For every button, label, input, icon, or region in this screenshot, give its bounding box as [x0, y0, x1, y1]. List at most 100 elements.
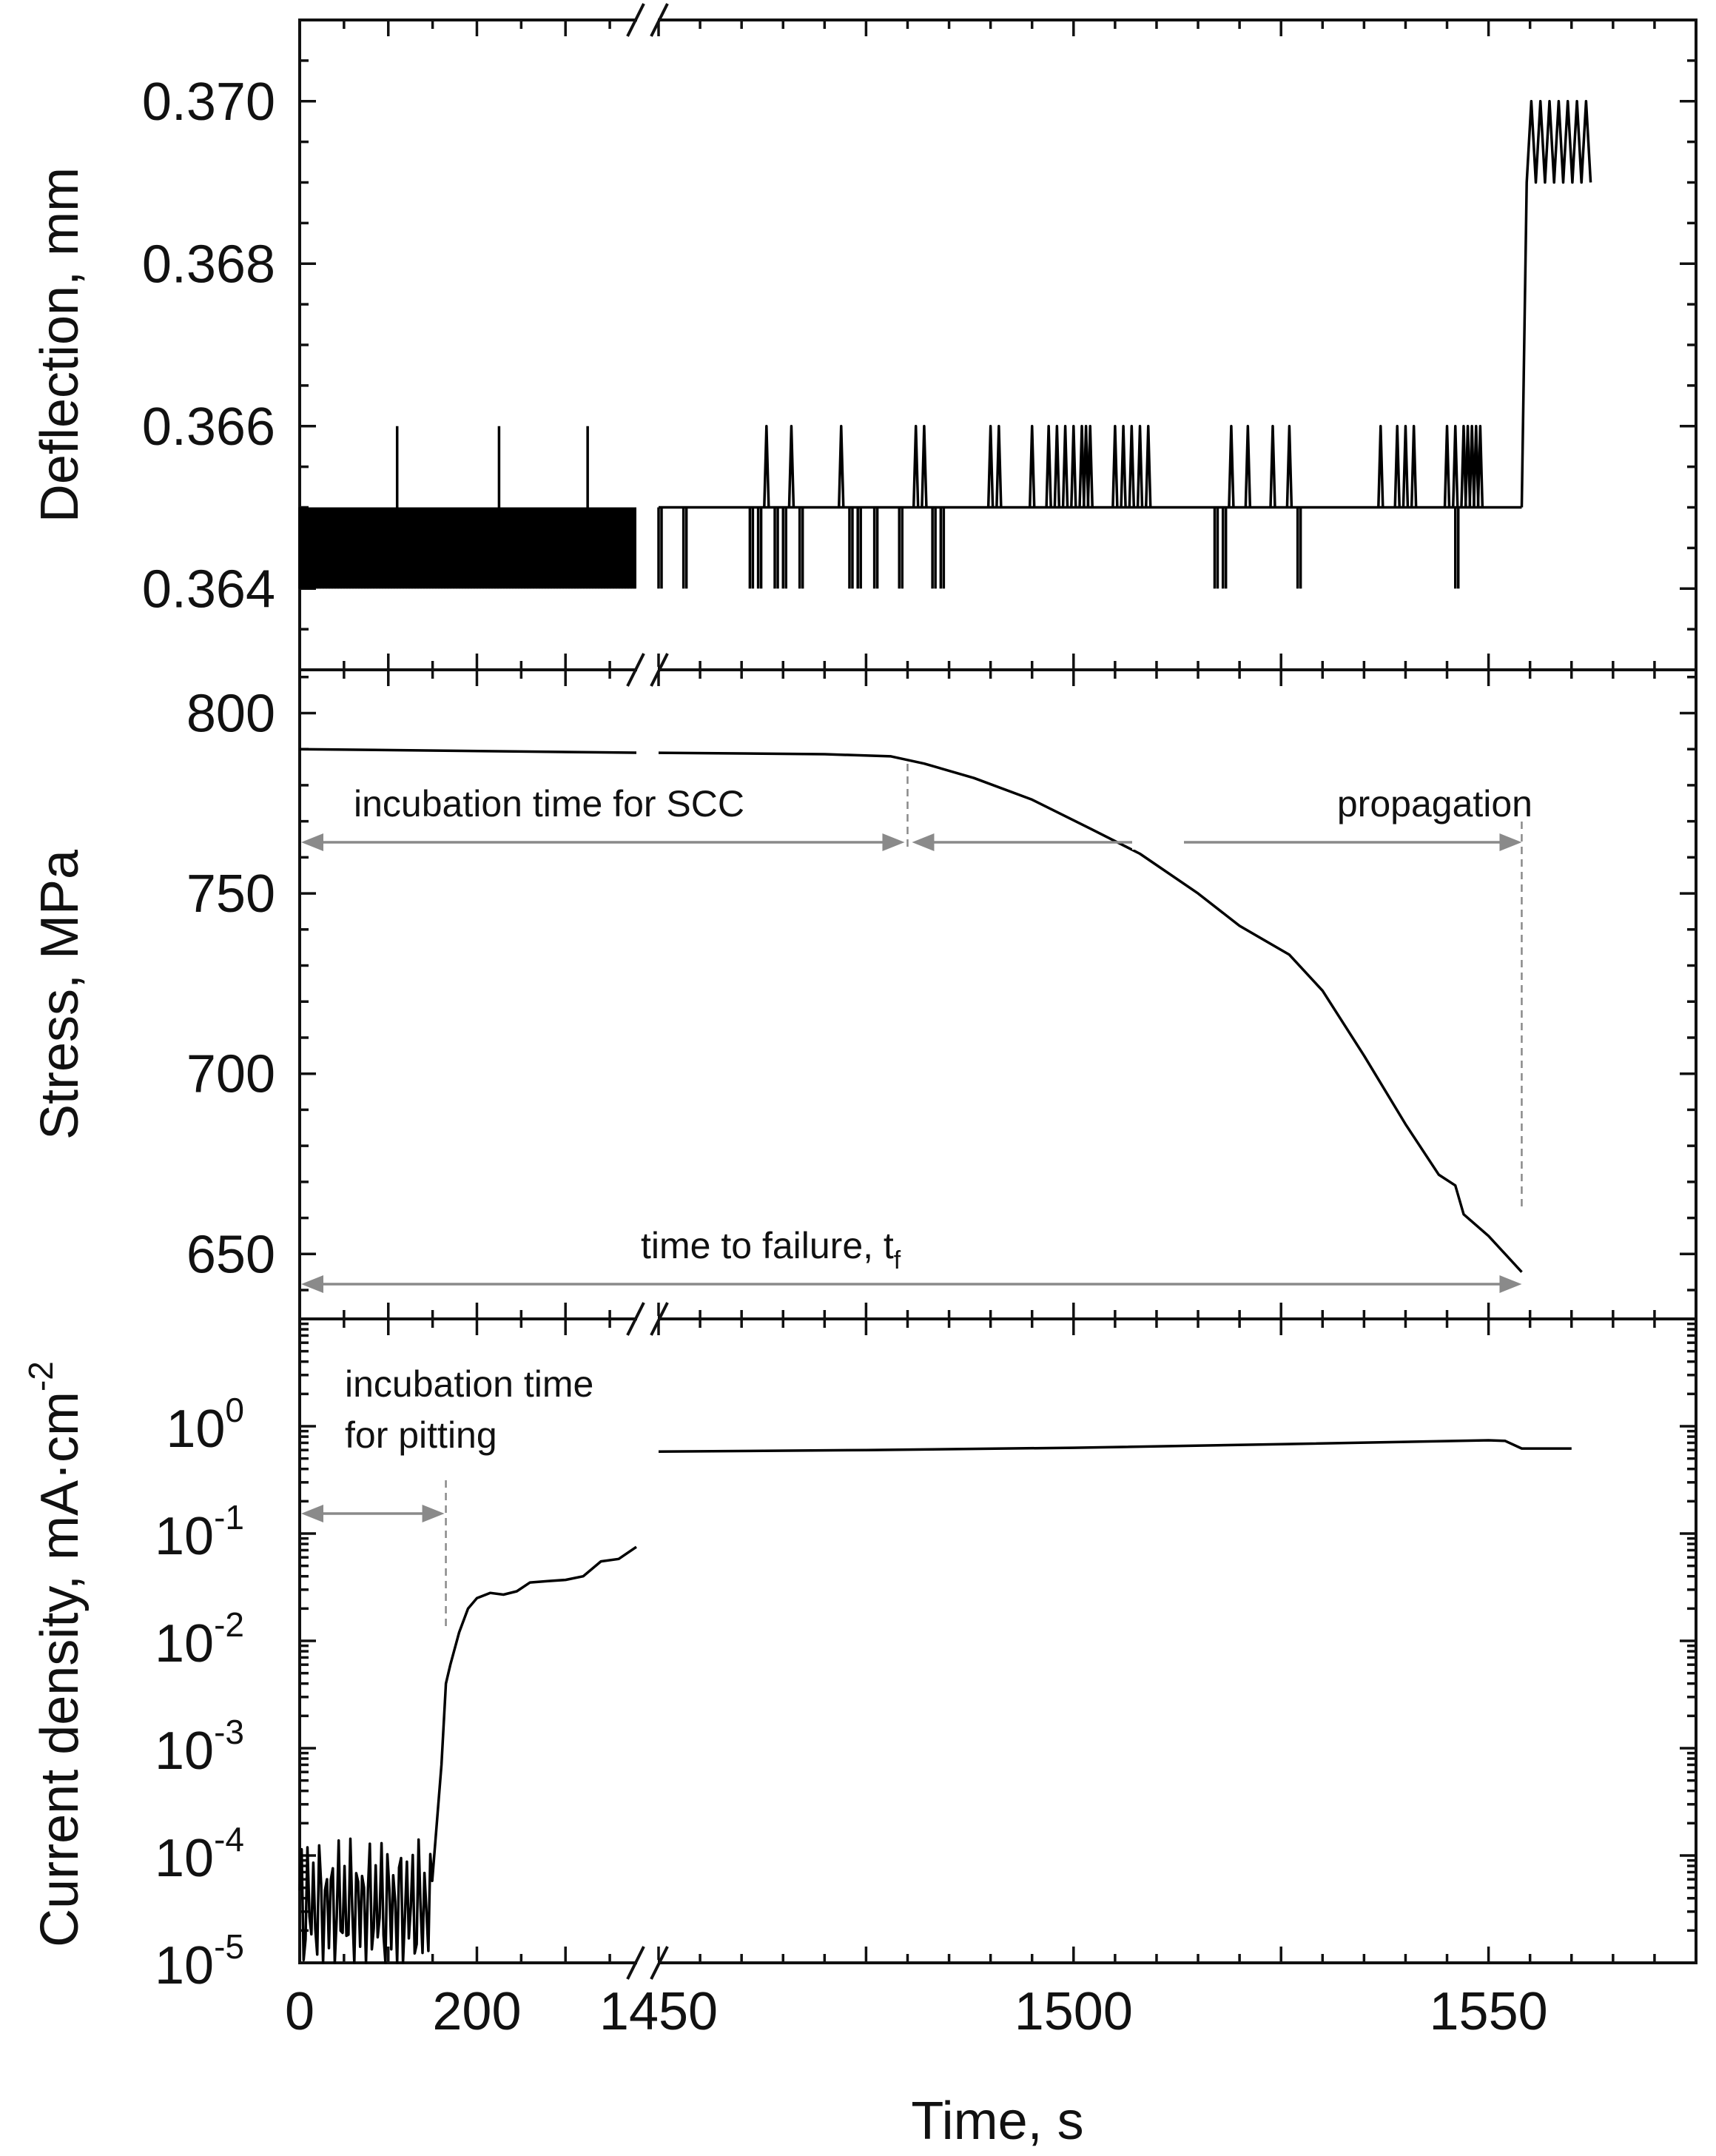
deflection-spike-down — [939, 507, 946, 589]
deflection-y-tick-label: 0.366 — [142, 397, 275, 457]
incubation-scc-arrow-head-left — [301, 833, 323, 851]
deflection-spike-up — [1070, 425, 1077, 508]
current-y-tick-label: 10-2 — [155, 1605, 244, 1673]
deflection-spike-down — [773, 507, 779, 589]
deflection-spike-down — [931, 507, 937, 589]
current-y-tick-exp: -1 — [214, 1498, 244, 1537]
deflection-spike-down — [756, 507, 763, 589]
deflection-spike-down — [848, 507, 854, 589]
axis-break-mark — [626, 1302, 645, 1336]
deflection-spike-down — [898, 507, 904, 589]
x-tick-label-0: 0 — [285, 1982, 314, 2041]
deflection-y-tick-label: 0.364 — [142, 560, 275, 619]
current-y-tick-base: 10 — [155, 1936, 214, 1995]
current-y-tick-label: 10-5 — [155, 1927, 244, 1995]
propagation-arrow-head-right — [1499, 833, 1522, 851]
deflection-spike-up — [787, 425, 795, 508]
deflection-y-tick-label: 0.368 — [142, 235, 275, 294]
deflection-spike-up — [1451, 425, 1459, 508]
deflection-spike-up — [1443, 425, 1451, 508]
deflection-spike-up — [912, 425, 920, 508]
deflection-spike-up — [1128, 425, 1136, 508]
deflection-step — [1520, 100, 1592, 508]
incubation-scc-arrow-head-right — [882, 833, 905, 851]
stress-y-tick-label: 800 — [186, 684, 275, 743]
x-axis-label: Time, s — [911, 2092, 1083, 2151]
current-y-axis-label-text: Current density, mA·cm — [30, 1391, 90, 1947]
deflection-spike-up — [838, 425, 845, 508]
time-to-failure-subscript: f — [894, 1246, 901, 1275]
x-tick-label-200: 200 — [432, 1982, 521, 2041]
axis-break-gap — [637, 17, 658, 23]
deflection-series-seg1 — [298, 507, 636, 589]
time-to-failure-text: time to failure, t — [641, 1225, 894, 1266]
axis-break-gap — [637, 1316, 658, 1322]
propagation-label: propagation — [1337, 783, 1532, 825]
axis-break-mark — [650, 1302, 669, 1336]
axis-break-gap — [637, 1960, 658, 1966]
deflection-spike-down — [1296, 507, 1302, 589]
deflection-spike-up — [1086, 425, 1094, 508]
stress-y-tick-label: 700 — [186, 1045, 275, 1104]
deflection-spike-down — [798, 507, 804, 589]
deflection-spike-up — [921, 425, 928, 508]
deflection-spike-up — [986, 425, 995, 508]
deflection-y-tick-label: 0.370 — [142, 73, 275, 132]
axis-break-mark — [626, 3, 645, 37]
deflection-spike-up — [1053, 425, 1061, 508]
deflection-spike-up — [1269, 425, 1276, 508]
current-y-tick-base: 10 — [166, 1400, 225, 1459]
deflection-y-axis-label: Deflection, mm — [30, 167, 90, 523]
propagation-arrow-head-left — [912, 833, 935, 851]
deflection-spike-down — [872, 507, 879, 589]
axis-break-mark — [650, 653, 669, 687]
propagation-gap — [1132, 835, 1184, 850]
current-y-tick-exp: -5 — [214, 1927, 244, 1966]
current-y-tick-base: 10 — [155, 1507, 214, 1566]
current-y-tick-label: 10-3 — [155, 1713, 244, 1781]
deflection-spike-up — [1028, 425, 1036, 508]
annotations: incubation time for SCC propagation time t… — [301, 764, 1532, 1628]
deflection-spike-up — [1476, 425, 1484, 508]
incubation-pitting-arrow-head-left — [301, 1505, 323, 1522]
current-y-tick-base: 10 — [155, 1722, 214, 1781]
current-y-tick-base: 10 — [155, 1829, 214, 1888]
deflection-spike-up — [1244, 425, 1252, 508]
axis-break-mark — [626, 1946, 645, 1980]
deflection-spike-up — [1285, 425, 1293, 508]
deflection-spike-up — [995, 425, 1003, 508]
deflection-spike-down — [781, 507, 787, 589]
deflection-spike-up — [763, 425, 770, 508]
current-y-tick-exp: -4 — [214, 1820, 244, 1858]
deflection-spike-down — [657, 507, 663, 589]
deflection-spike-up — [1393, 425, 1401, 508]
x-tick-label-1550: 1550 — [1430, 1982, 1548, 2041]
x-tick-label-1450: 1450 — [599, 1982, 718, 2041]
incubation-pitting-label-line1: incubation time — [345, 1363, 593, 1405]
current-y-tick-label: 100 — [166, 1391, 244, 1459]
axis-break-gap — [637, 667, 658, 673]
deflection-spike-up — [1061, 425, 1069, 508]
axis-breaks — [626, 3, 669, 1980]
deflection-spike-down — [856, 507, 862, 589]
axis-break-mark — [650, 1946, 669, 1980]
deflection-spike-up — [1136, 425, 1144, 508]
labels: 0 200 1450 1500 1550 Time, s 0.364 0.366 0.368 0.… — [21, 73, 1548, 2151]
deflection-spike-down — [1213, 507, 1219, 589]
plot-series — [298, 100, 1592, 1964]
current-y-tick-base: 10 — [155, 1614, 214, 1673]
current-series-seg2 — [658, 1439, 1572, 1454]
deflection-spike-down — [1453, 507, 1460, 589]
current-y-tick-label: 10-1 — [155, 1498, 244, 1566]
deflection-spike-down — [682, 507, 688, 589]
current-y-tick-exp: -2 — [214, 1605, 244, 1644]
deflection-spike-up — [1144, 425, 1152, 508]
deflection-spike-up — [1402, 425, 1410, 508]
current-y-axis-label: Current density, mA·cm-2 — [21, 1361, 90, 1947]
deflection-spike-up — [1377, 425, 1384, 508]
deflection-spike-down — [1221, 507, 1228, 589]
deflection-spike-up — [1111, 425, 1119, 508]
stress-panel-frame — [298, 668, 1698, 1320]
x-tick-label-1500: 1500 — [1015, 1982, 1133, 2041]
stress-series-seg1 — [299, 748, 637, 754]
